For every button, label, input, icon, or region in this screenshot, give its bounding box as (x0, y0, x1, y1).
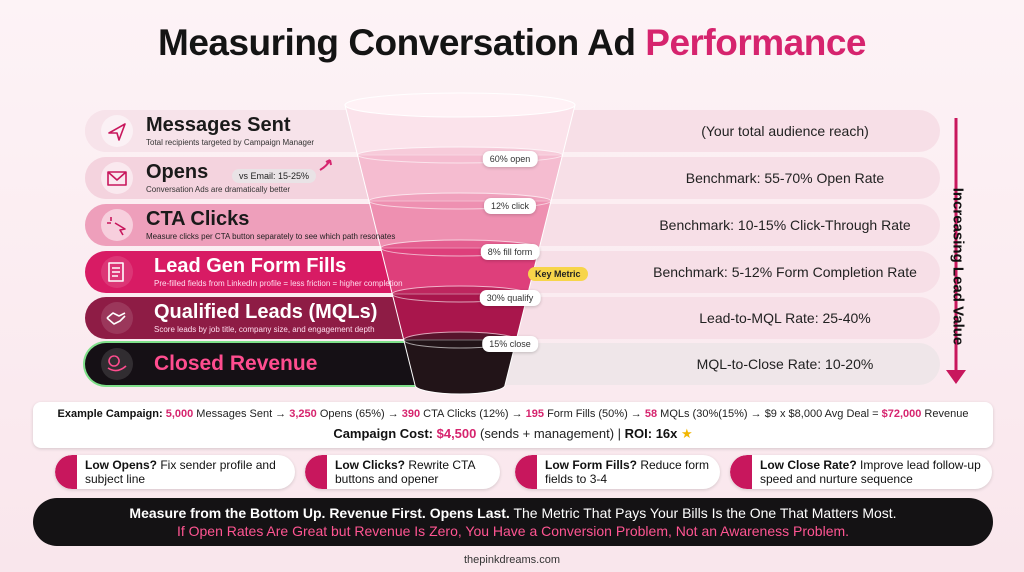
stage-benchmark: Benchmark: 10-15% Click-Through Rate (659, 217, 911, 233)
tip-text: Low Close Rate? Improve lead follow-up s… (760, 458, 984, 486)
stage-benchmark: Benchmark: 55-70% Open Rate (685, 170, 885, 186)
stage-benchmark: Lead-to-MQL Rate: 25-40% (699, 310, 871, 326)
stage-name: Messages Sent (146, 114, 291, 136)
funnel-rim (344, 92, 576, 118)
campaign-number: 58 (644, 408, 658, 420)
stage-description: Score leads by job title, company size, … (154, 325, 375, 334)
tip-text: Low Clicks? Rewrite CTA buttons and open… (335, 458, 492, 486)
stage-name: Qualified Leads (MQLs) (154, 301, 378, 323)
stage-name: Opens (146, 161, 209, 183)
campaign-plain: Form Fills (50%) → (544, 408, 645, 420)
conversion-rate: 15% close (482, 336, 538, 352)
banner-text: The Metric That Pays Your Bills Is the O… (509, 505, 897, 521)
stage-icon-bg (101, 348, 133, 380)
tip: Low Form Fills? Reduce form fields to 3-… (515, 455, 720, 489)
stage-icon (107, 355, 127, 372)
campaign-plain: (sends + management) | (476, 426, 625, 441)
stage-name: CTA Clicks (146, 208, 250, 230)
tip: Low Close Rate? Improve lead follow-up s… (730, 455, 992, 489)
stage-name: Closed Revenue (154, 352, 318, 375)
stage-description: Conversation Ads are dramatically better (146, 185, 291, 194)
stage-icon (106, 312, 126, 325)
title-main: Measuring Conversation Ad (158, 22, 636, 63)
campaign-label: Campaign Cost: (333, 426, 437, 441)
campaign-number: 195 (525, 408, 545, 420)
banner-bold: Measure from the Bottom Up. Revenue Firs… (129, 505, 510, 521)
stage-description: Measure clicks per CTA button separately… (146, 232, 396, 241)
stage-description: Total recipients targeted by Campaign Ma… (146, 138, 315, 147)
side-label: Increasing Lead Value (949, 187, 967, 346)
stage-name: Lead Gen Form Fills (154, 255, 347, 277)
banner-line1: Measure from the Bottom Up. Revenue Firs… (33, 505, 993, 521)
tip-tab (515, 455, 537, 489)
campaign-number: 3,250 (289, 408, 317, 420)
tip-title: Low Clicks? (335, 458, 406, 472)
tip-title: Low Form Fills? (545, 458, 637, 472)
campaign-example: Example Campaign: 5,000 Messages Sent → … (33, 408, 993, 420)
stage-icon (107, 171, 127, 186)
stage-icon (108, 123, 126, 141)
stage-badge: vs Email: 15-25% (232, 169, 317, 183)
campaign-plain: MQLs (30%(15%) → $9 x $8,000 Avg Deal = (657, 408, 882, 420)
title-highlight: Performance (645, 22, 866, 63)
campaign-number: $4,500 (436, 426, 477, 441)
campaign-cost: Campaign Cost: $4,500 (sends + managemen… (33, 426, 993, 442)
footer: thepinkdreams.com (464, 554, 560, 566)
campaign-plain: Messages Sent → (193, 408, 290, 420)
tip-tab (730, 455, 752, 489)
campaign-number: $72,000 (881, 408, 922, 420)
campaign-label: ROI: 16x (624, 426, 678, 441)
stage-icon (108, 262, 124, 282)
stage-badge: Key Metric (528, 267, 588, 281)
tip-tab (305, 455, 327, 489)
side-arrowhead (946, 370, 966, 384)
tip-title: Low Opens? (85, 458, 157, 472)
campaign-plain: CTA Clicks (12%) → (420, 408, 526, 420)
stage-icon-bg (101, 162, 133, 194)
campaign-plain: Revenue (921, 408, 969, 420)
tip-title: Low Close Rate? (760, 458, 857, 472)
conversion-rate: 60% open (482, 151, 538, 167)
stage-icon (107, 217, 126, 236)
banner: Measure from the Bottom Up. Revenue Firs… (33, 498, 993, 546)
tip-tab (55, 455, 77, 489)
campaign-number: 5,000 (165, 408, 194, 420)
conversion-rate: 8% fill form (480, 244, 540, 260)
campaign-number: 390 (401, 408, 421, 420)
trend-arrow (319, 159, 332, 171)
stage-benchmark: Benchmark: 5-12% Form Completion Rate (653, 264, 917, 280)
stage-description: Pre-filled fields from LinkedIn profile … (154, 279, 403, 288)
banner-line2: If Open Rates Are Great but Revenue Is Z… (176, 523, 850, 539)
tip: Low Clicks? Rewrite CTA buttons and open… (305, 455, 500, 489)
tip: Low Opens? Fix sender profile and subjec… (55, 455, 295, 489)
campaign-plain: Opens (65%) → (316, 408, 402, 420)
tip-text: Low Opens? Fix sender profile and subjec… (85, 458, 287, 486)
tip-body: Fix sender profile and subject line (85, 458, 276, 486)
stage-benchmark: MQL-to-Close Rate: 10-20% (696, 356, 874, 372)
campaign-box: Example Campaign: 5,000 Messages Sent → … (33, 402, 993, 448)
tip-body: Rewrite CTA buttons and opener (335, 458, 475, 486)
tip-body: Reduce form fields to 3-4 (545, 458, 710, 486)
tip-body: Improve lead follow-up speed and nurture… (760, 458, 981, 486)
star-icon: ★ (677, 426, 693, 441)
campaign-label: Example Campaign: (57, 408, 166, 420)
tip-text: Low Form Fills? Reduce form fields to 3-… (545, 458, 712, 486)
funnel-segment (403, 339, 517, 395)
conversion-rate: 30% qualify (479, 290, 541, 306)
stage-benchmark: (Your total audience reach) (701, 123, 869, 139)
conversion-rate: 12% click (483, 198, 537, 214)
stage-icon-bg (101, 302, 133, 334)
stage-icon-bg (101, 115, 133, 147)
title: Measuring Conversation Ad Performance (0, 22, 1024, 64)
